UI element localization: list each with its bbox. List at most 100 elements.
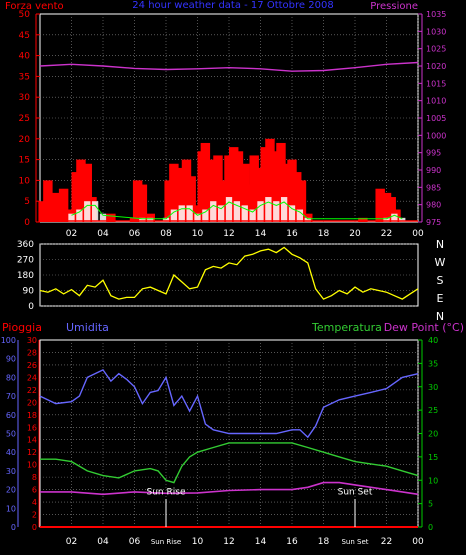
wind-bar [265,138,275,222]
wind-mean-bar [178,205,185,222]
humidity-tick-label: 0 [11,523,16,532]
wind-tick-label: 35 [19,72,30,82]
wind-tick-label: 10 [19,176,31,186]
pressure-tick-label: 1000 [426,131,446,140]
wind-axis-title: Forza vento [5,1,64,12]
sunrise-label: Sun Rise [147,487,186,497]
wind-tick-label: 45 [19,31,30,41]
rain-tick-label: 0 [32,523,37,532]
rain-tick-label: 6 [32,486,37,495]
direction-tick-label: 360 [17,240,34,250]
pressure-tick-label: 1035 [426,10,446,19]
humidity-tick-label: 50 [6,430,16,439]
wind-mean-line [71,201,403,220]
direction-label-e: E [437,292,444,305]
panel1-x-tick-label: 02 [66,229,77,239]
wind-tick-label: 25 [19,114,30,124]
humidity-tick-label: 100 [1,336,16,345]
dew-point-line [40,481,419,496]
humidity-tick-label: 40 [6,448,16,457]
wind-bar [76,159,86,222]
pressure-tick-label: 990 [426,166,441,175]
humidity-tick-label: 80 [6,373,16,382]
humidity-line [39,369,419,439]
pressure-tick-label: 1005 [426,114,446,123]
wind-mean-bar [202,209,209,222]
direction-tick-label: 0 [28,302,34,312]
wind-mean-bar [273,201,280,222]
direction-label-n-bottom: N [436,310,444,323]
humidity-tick-label: 30 [6,467,16,476]
dew-axis-title: Dew Point (°C) [384,321,464,334]
rain-tick-label: 4 [32,498,37,507]
pressure-tick-label: 1030 [426,27,446,36]
wind-bar [296,180,307,222]
temperature-line [40,442,419,484]
humidity-tick-label: 10 [6,504,16,513]
pressure-axis-title: Pressione [370,1,418,12]
wind-bar [200,142,211,222]
rain-tick-label: 28 [27,348,37,357]
rain-axis-title: Pioggia [2,321,42,334]
wind-mean-bar [265,197,272,222]
chart-title: 24 hour weather data - 17 Ottobre 2008 [132,0,333,11]
wind-bar [106,213,116,222]
panel1-x-tick-label: 12 [223,229,234,239]
temperature-tick-label: 20 [428,430,438,439]
wind-mean-bar [249,209,256,222]
rain-tick-label: 16 [27,423,37,432]
rain-tick-label: 26 [27,361,37,370]
pressure-tick-label: 985 [426,183,441,192]
rain-tick-label: 30 [27,336,37,345]
wind-bar [51,192,61,222]
wind-mean-bar [162,217,170,222]
wind-mean-bar [170,209,178,222]
wind-bar [249,155,259,222]
wind-bar [186,176,196,222]
panel1-x-tick-label: 00 [412,229,424,239]
wind-bar [137,184,148,222]
temperature-tick-label: 25 [428,406,438,415]
temperature-tick-label: 35 [428,359,438,368]
temperature-axis-title: Temperatura [311,321,382,334]
wind-mean-bar [68,213,75,222]
humidity-tick-label: 20 [6,486,16,495]
temperature-tick-label: 30 [428,383,438,392]
wind-tick-label: 30 [19,93,31,103]
wind-mean-bar [225,197,233,222]
wind-mean-bar [91,201,99,222]
wind-mean-bar [233,201,241,222]
chart-marks: 0510152025303540455097598098599099510001… [1,10,447,547]
wind-bar [82,163,92,222]
rain-tick-label: 10 [27,461,37,470]
temperature-tick-label: 0 [428,523,433,532]
wind-tick-label: 15 [19,156,30,166]
humidity-tick-label: 90 [6,355,16,364]
wind-mean-bar [186,205,193,222]
wind-mean-bar [147,217,154,222]
pressure-tick-label: 975 [426,218,441,227]
panel1-x-tick-label: 22 [381,229,392,239]
panel1-x-tick-label: 16 [286,229,298,239]
panel3-x-tick-label: Sun Set [341,538,368,546]
panel3-x-tick-label: 18 [318,537,330,547]
pressure-tick-label: 1020 [426,62,446,71]
wind-mean-bar [210,201,217,222]
panel3-x-tick-label: 10 [192,537,204,547]
panel1-x-tick-label: 04 [97,229,109,239]
direction-tick-label: 90 [23,287,35,297]
wind-mean-bar [99,213,107,222]
temperature-tick-label: 5 [428,500,433,509]
panel1-x-tick-label: 06 [129,229,141,239]
sunset-label: Sun Set [338,487,373,497]
wind-tick-label: 5 [24,197,30,207]
panel1-x-tick-label: 18 [318,229,330,239]
panel3-x-tick-label: 00 [412,537,424,547]
panel3-x-tick-label: 06 [129,537,141,547]
pressure-tick-label: 995 [426,149,441,158]
wind-bar [233,151,244,222]
direction-label-w: W [435,256,446,269]
wind-mean-bar [257,201,264,222]
